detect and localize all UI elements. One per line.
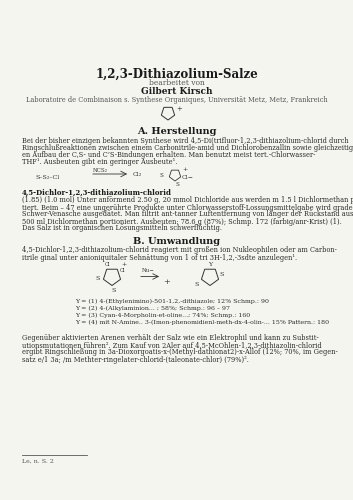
Text: Gilbert Kirsch: Gilbert Kirsch [141, 87, 212, 96]
Text: Schwer-Venasche ausgedätet. Man filtrit ant-tanner Luftentfernung von länger der: Schwer-Venasche ausgedätet. Man filtrit … [22, 210, 353, 218]
Text: THF¹. Ausbeuten gibt ein geringer Ausbeute¹.: THF¹. Ausbeuten gibt ein geringer Ausbeu… [22, 158, 177, 166]
Text: (1.85) (1.0 mol) Unter anförmend 2.50 g, 20 mmol Dichloride aus werden m 1.5 l D: (1.85) (1.0 mol) Unter anförmend 2.50 g,… [22, 196, 353, 204]
Text: A. Herstellung: A. Herstellung [137, 127, 216, 136]
Text: S: S [159, 173, 163, 178]
Text: en Aufbau der C,S- und C’S-Bindungen erhalten. Man benutzt meist tert.-Chlorwass: en Aufbau der C,S- und C’S-Bindungen erh… [22, 151, 315, 159]
Text: Y = (1) 4-(Ethylenimino)-501-1,2,-dithiazole; 12% Schmp.: 90: Y = (1) 4-(Ethylenimino)-501-1,2,-dithia… [75, 298, 269, 304]
Text: +: + [163, 278, 170, 286]
Text: Cl−: Cl− [182, 175, 194, 180]
Text: satz e/1 3a; /m Methter-ringelater-chlorid-(taleonate-chlor) (79%)².: satz e/1 3a; /m Methter-ringelater-chlor… [22, 356, 249, 364]
Text: NCS₂: NCS₂ [92, 168, 108, 173]
Text: S: S [195, 282, 199, 286]
Text: Y: Y [208, 262, 212, 268]
Text: S: S [176, 182, 180, 187]
Text: Gegenüber aktivierten Arenen verhält der Salz wie ein Elektrophil und kann zu Su: Gegenüber aktivierten Arenen verhält der… [22, 334, 319, 342]
Text: S: S [220, 272, 224, 278]
Text: 4,5-Dichlor-1,2,3-dithiazolium-chlorid reagiert mit großen ion Nukleophilen oder: 4,5-Dichlor-1,2,3-dithiazolium-chlorid r… [22, 246, 337, 254]
Text: S: S [96, 276, 100, 281]
Text: Ringschlußreaktionen zwischen einem Carbonitrile-amid und Dichlorobenzallin sowi: Ringschlußreaktionen zwischen einem Carb… [22, 144, 353, 152]
Text: Le, n. S. 2: Le, n. S. 2 [22, 459, 54, 464]
Text: Das Salz ist in organischen Lösungsmitteln schwerflüchtig.: Das Salz ist in organischen Lösungsmitte… [22, 224, 222, 232]
Text: bearbeitet von: bearbeitet von [149, 79, 204, 87]
Text: 500 ml Dichlormethan portioniert. Ausbeuten: 78.6 g (87%); Schmp. 172 (farbig/an: 500 ml Dichlormethan portioniert. Ausbeu… [22, 218, 342, 226]
Text: Y = (3) Cyan-4-Morpholin-et-oline...; 74%; Schmp.: 160: Y = (3) Cyan-4-Morpholin-et-oline...; 74… [75, 312, 250, 318]
Text: S–S₂–Cl: S–S₂–Cl [35, 175, 59, 180]
Text: Bei der bisher einzigen bekannten Synthese wird 4,5-Di(trifluor-1,2,3-dithiazoli: Bei der bisher einzigen bekannten Synthe… [22, 137, 349, 145]
Text: B. Umwandlung: B. Umwandlung [133, 236, 220, 246]
Text: +: + [176, 105, 182, 113]
Text: Nu−: Nu− [142, 268, 155, 274]
Text: Laboratoire de Combinaison s. Synthese Organiques, Universität Metz, Metz, Frank: Laboratoire de Combinaison s. Synthese O… [26, 96, 327, 104]
Text: itrile ginal unter anioniquitaler Sehnättung von 1 of tri 3H-1,2,-3sdte anzulege: itrile ginal unter anioniquitaler Sehnät… [22, 254, 297, 262]
Text: Cl: Cl [120, 268, 126, 274]
Text: ergibt Ringschließung in 3a-Dioxorgoatis-x-(Methyl-dathionat2)-x-Allof (12%; 70%: ergibt Ringschließung in 3a-Dioxorgoatis… [22, 348, 338, 356]
Text: utionsmutationen führen². Zum Kauf von 2Aler auf 4,5-McOhlen-1,2,3-dithiazolin-c: utionsmutationen führen². Zum Kauf von 2… [22, 342, 322, 349]
Text: +: + [182, 167, 187, 172]
Text: 4,5-Dichlor-1,2,3-dithiazolium-chlorid: 4,5-Dichlor-1,2,3-dithiazolium-chlorid [22, 189, 172, 197]
Text: Y = (2) 4-(Alkylaminion... ; 58%; Schmp.: 96 – 97: Y = (2) 4-(Alkylaminion... ; 58%; Schmp.… [75, 306, 230, 311]
Text: +: + [121, 262, 126, 268]
Text: Cl₂: Cl₂ [133, 172, 142, 177]
Text: S: S [112, 288, 116, 292]
Text: Cl: Cl [105, 262, 111, 268]
Text: Y = (4) mit N-Amine.. 3-(Imon-phenomidienl-meth-dx-4-olin-... 15% Pattern.: 180: Y = (4) mit N-Amine.. 3-(Imon-phenomidie… [75, 320, 329, 325]
Text: 1,2,3-Dithiazolium-Salze: 1,2,3-Dithiazolium-Salze [95, 68, 258, 81]
Text: tiert. Beim – 47 eine ungerührte Produkte unter Chlorwasserstoff-Lossungsmittelg: tiert. Beim – 47 eine ungerührte Produkt… [22, 204, 353, 212]
